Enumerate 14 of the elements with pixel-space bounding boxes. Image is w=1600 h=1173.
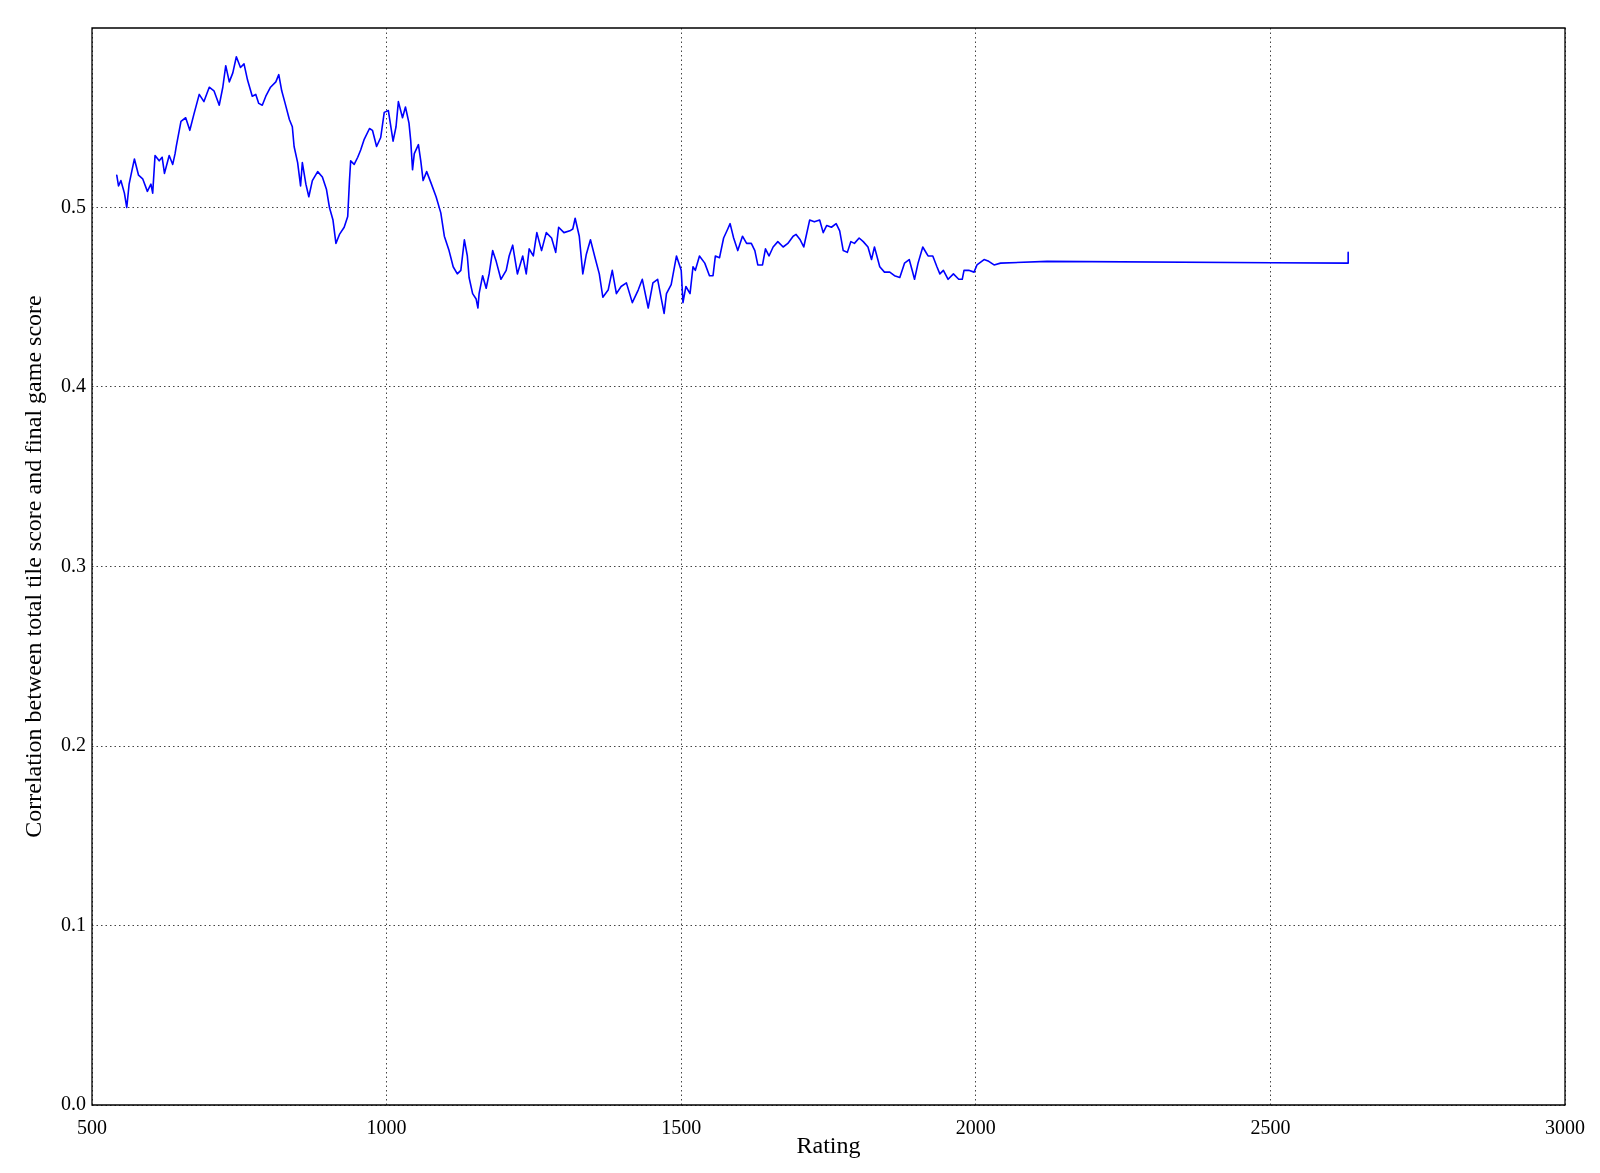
x-tick-label: 500 xyxy=(77,1116,107,1139)
y-tick-label: 0.0 xyxy=(61,1092,86,1115)
y-axis-title: Correlation between total tile score and final game score xyxy=(19,295,46,838)
x-tick-label: 3000 xyxy=(1545,1116,1585,1139)
y-tick-label: 0.2 xyxy=(61,733,86,756)
y-tick-label: 0.3 xyxy=(61,553,86,576)
x-tick-label: 1500 xyxy=(661,1116,702,1139)
y-tick-label: 0.4 xyxy=(61,374,86,397)
y-tick-label: 0.1 xyxy=(61,912,86,935)
x-tick-label: 2500 xyxy=(1250,1116,1291,1139)
y-tick-label: 0.5 xyxy=(61,194,86,217)
x-tick-label: 2000 xyxy=(955,1116,996,1139)
x-tick-label: 1000 xyxy=(366,1116,407,1139)
x-axis-title: Rating xyxy=(796,1131,861,1158)
